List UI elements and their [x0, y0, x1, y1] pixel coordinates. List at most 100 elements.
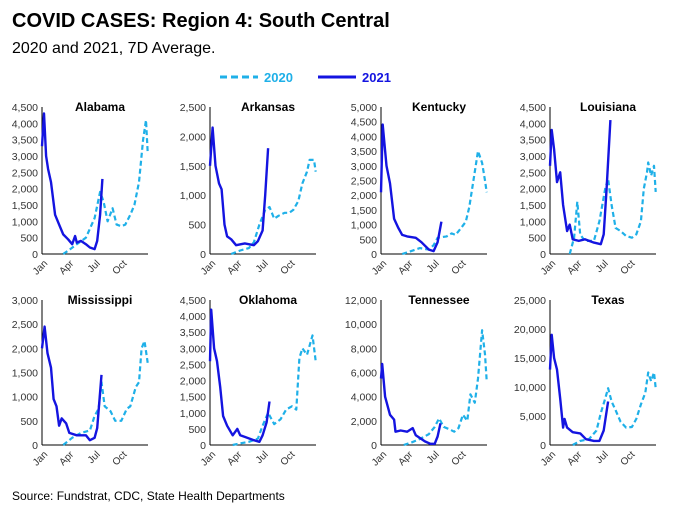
y-tick-label: 4,500 — [12, 102, 38, 114]
x-tick-label: Oct — [450, 258, 469, 277]
x-tick-label: Apr — [396, 449, 415, 468]
y-tick-label: 1,000 — [351, 220, 377, 232]
y-tick-label: 3,500 — [12, 135, 38, 147]
x-tick-label: Oct — [111, 258, 130, 277]
y-tick-label: 2,000 — [351, 190, 377, 202]
series-2020-line-texas — [572, 371, 657, 446]
series-2020-line-mississippi — [62, 340, 149, 446]
series-2021-line-tennessee — [379, 362, 442, 445]
y-tick-label: 2,000 — [12, 343, 38, 355]
y-tick-label: 8,000 — [351, 343, 377, 355]
y-tick-label: 2,500 — [180, 102, 206, 114]
x-tick-label: Oct — [619, 258, 638, 277]
y-tick-label: 1,500 — [12, 368, 38, 380]
x-tick-label: Jan — [31, 449, 50, 468]
y-tick-label: 1,500 — [351, 205, 377, 217]
y-tick-label: 15,000 — [514, 353, 546, 365]
panel-title-mississippi: Mississippi — [68, 293, 133, 307]
x-tick-label: Jul — [594, 449, 611, 466]
series-2021-line-arkansas — [208, 126, 270, 247]
y-tick-label: 2,000 — [351, 416, 377, 428]
y-tick-label: 0 — [200, 440, 206, 452]
series-2020-line-kentucky — [401, 150, 488, 256]
x-tick-label: Jul — [86, 449, 103, 466]
series-2021-line-oklahoma — [208, 308, 271, 443]
x-tick-label: Jul — [254, 449, 271, 466]
y-tick-label: 4,500 — [180, 295, 206, 307]
x-tick-label: Apr — [396, 258, 415, 277]
y-tick-label: 500 — [20, 416, 38, 428]
x-tick-label: Jul — [254, 258, 271, 275]
y-tick-label: 2,000 — [180, 376, 206, 388]
y-tick-label: 4,500 — [351, 117, 377, 129]
y-tick-label: 0 — [540, 249, 546, 261]
y-tick-label: 3,500 — [180, 327, 206, 339]
legend-2020-label: 2020 — [264, 70, 293, 85]
panel-title-texas: Texas — [591, 293, 624, 307]
y-tick-label: 5,000 — [351, 102, 377, 114]
y-tick-label: 1,500 — [12, 200, 38, 212]
x-tick-label: Apr — [57, 449, 76, 468]
y-tick-label: 3,500 — [520, 135, 546, 147]
y-tick-label: 4,000 — [520, 118, 546, 130]
panel-title-alabama: Alabama — [75, 100, 125, 114]
y-tick-label: 6,000 — [351, 368, 377, 380]
x-tick-label: Oct — [111, 449, 130, 468]
panel-title-oklahoma: Oklahoma — [239, 293, 297, 307]
y-tick-label: 2,500 — [351, 176, 377, 188]
x-tick-label: Jan — [370, 258, 389, 277]
series-2020-line-louisiana — [568, 161, 657, 255]
y-tick-label: 1,000 — [180, 190, 206, 202]
y-tick-label: 4,000 — [12, 118, 38, 130]
y-tick-label: 3,000 — [351, 161, 377, 173]
series-2021-line-kentucky — [379, 123, 443, 253]
figure-subtitle: 2020 and 2021, 7D Average. — [12, 40, 216, 57]
panel-title-arkansas: Arkansas — [241, 100, 295, 114]
series-2021-line-texas — [548, 333, 610, 443]
y-tick-label: 0 — [371, 249, 377, 261]
y-tick-label: 4,500 — [520, 102, 546, 114]
panel-title-tennessee: Tennessee — [408, 293, 469, 307]
y-tick-label: 2,500 — [12, 167, 38, 179]
x-tick-label: Jul — [594, 258, 611, 275]
y-tick-label: 20,000 — [514, 324, 546, 336]
y-tick-label: 0 — [200, 249, 206, 261]
source-note: Source: Fundstrat, CDC, State Health Dep… — [12, 489, 285, 503]
x-tick-label: Jan — [31, 258, 50, 277]
y-tick-label: 4,000 — [351, 131, 377, 143]
x-tick-label: Apr — [225, 449, 244, 468]
figure-title: COVID CASES: Region 4: South Central — [12, 10, 390, 32]
y-tick-label: 1,000 — [12, 216, 38, 228]
x-tick-label: Oct — [450, 449, 469, 468]
y-tick-label: 12,000 — [345, 295, 377, 307]
y-tick-label: 500 — [188, 424, 206, 436]
series-2021-line-louisiana — [548, 120, 612, 246]
x-tick-label: Oct — [619, 449, 638, 468]
y-tick-label: 3,000 — [12, 151, 38, 163]
x-tick-label: Apr — [57, 258, 76, 277]
y-tick-label: 1,500 — [520, 200, 546, 212]
panel-title-kentucky: Kentucky — [412, 100, 466, 114]
y-tick-label: 1,000 — [180, 408, 206, 420]
y-tick-label: 500 — [188, 220, 206, 232]
y-tick-label: 5,000 — [520, 411, 546, 423]
series-2020-line-tennessee — [403, 329, 488, 447]
y-tick-label: 4,000 — [180, 311, 206, 323]
y-tick-label: 500 — [359, 234, 377, 246]
y-tick-label: 2,500 — [520, 167, 546, 179]
x-tick-label: Jan — [539, 258, 558, 277]
y-tick-label: 3,000 — [180, 343, 206, 355]
series-2021-line-mississippi — [40, 325, 103, 442]
x-tick-label: Apr — [565, 258, 584, 277]
x-tick-label: Jan — [370, 449, 389, 468]
y-tick-label: 500 — [528, 233, 546, 245]
x-tick-label: Jan — [199, 258, 218, 277]
y-tick-label: 2,000 — [180, 131, 206, 143]
y-tick-label: 0 — [371, 440, 377, 452]
series-2020-line-arkansas — [230, 158, 317, 256]
series-2020-line-alabama — [62, 118, 149, 255]
legend-2021-label: 2021 — [362, 70, 391, 85]
y-tick-label: 0 — [32, 440, 38, 452]
y-tick-label: 1,500 — [180, 161, 206, 173]
